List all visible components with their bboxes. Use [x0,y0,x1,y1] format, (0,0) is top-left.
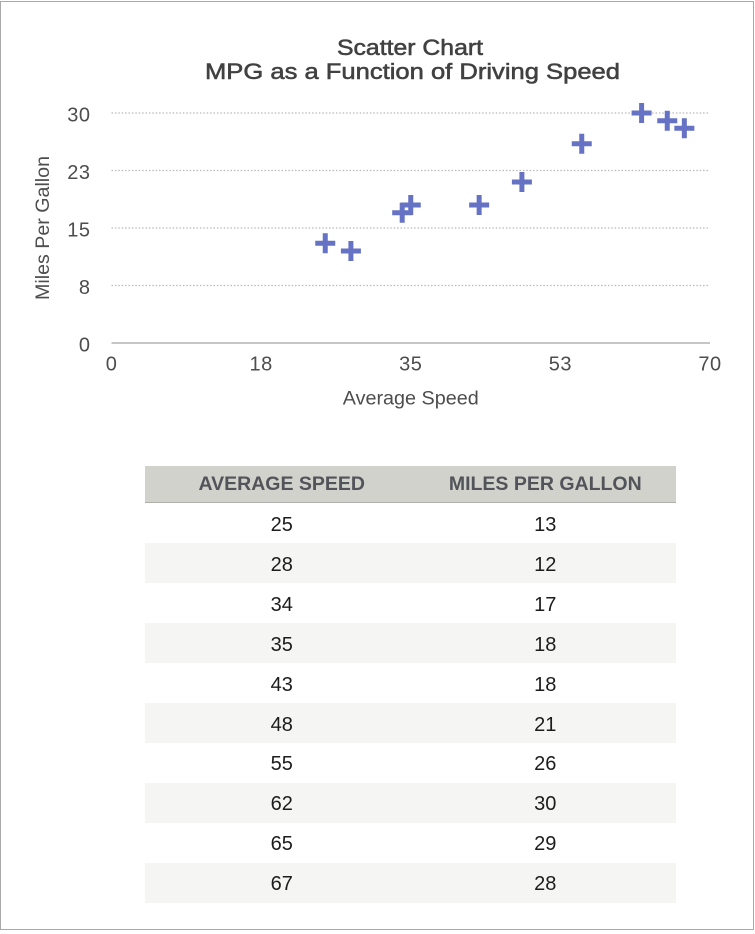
svg-text:23: 23 [67,162,90,184]
svg-text:0: 0 [106,353,118,375]
svg-text:Scatter Chart: Scatter Chart [337,35,483,60]
svg-text:70: 70 [698,353,721,375]
svg-text:Average Speed: Average Speed [343,389,479,410]
svg-text:35: 35 [399,353,422,375]
svg-text:8: 8 [79,277,91,299]
svg-text:15: 15 [67,219,90,241]
svg-text:Miles Per Gallon: Miles Per Gallon [33,156,54,300]
svg-text:0: 0 [79,334,91,356]
svg-text:53: 53 [549,353,572,375]
svg-text:30: 30 [67,104,90,126]
svg-text:18: 18 [249,353,272,375]
svg-text:MPG as a Function of Driving S: MPG as a Function of Driving Speed [205,59,620,84]
